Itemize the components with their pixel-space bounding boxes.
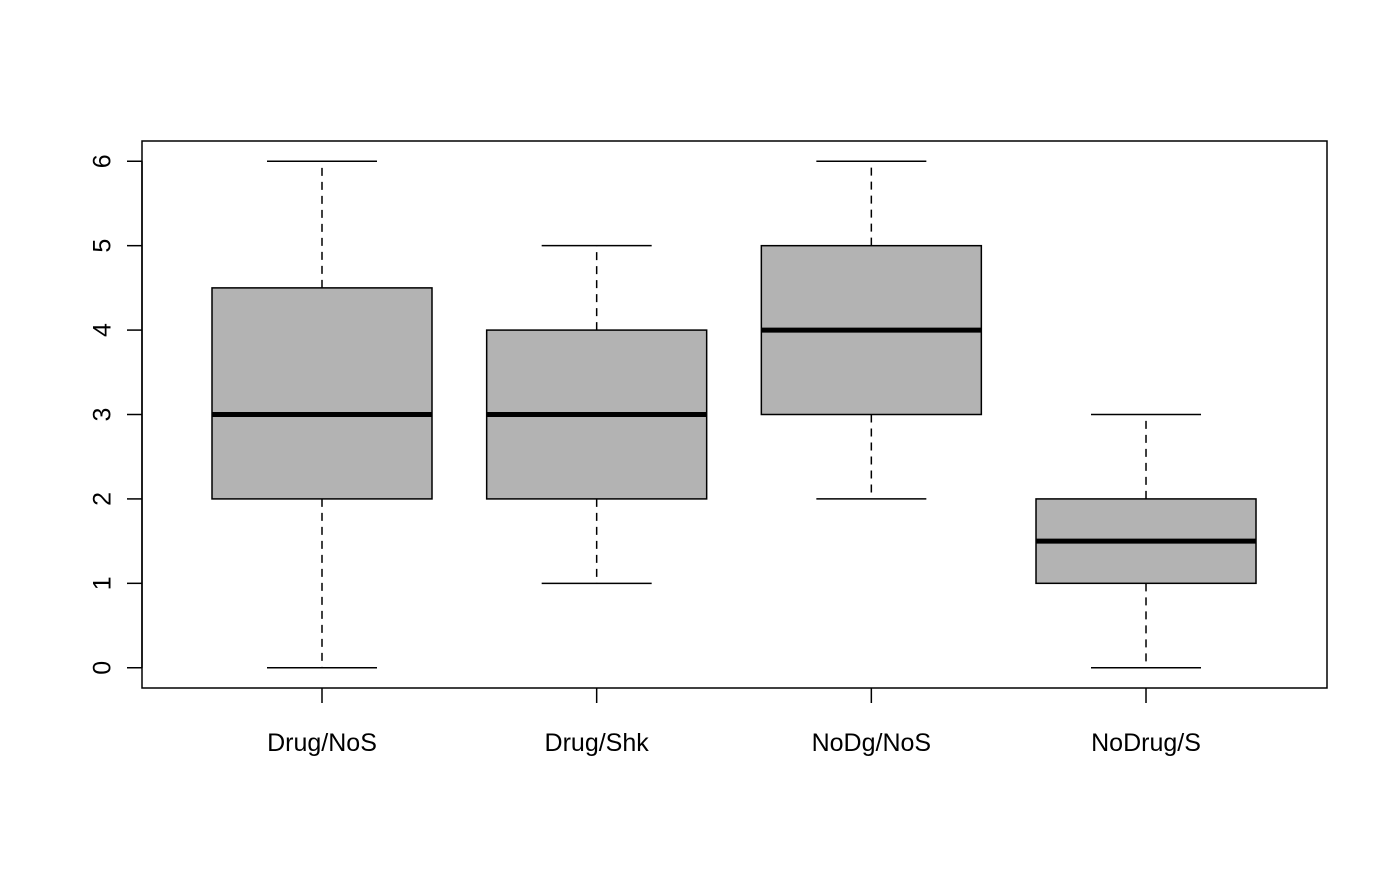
x-category-label: Drug/Shk bbox=[545, 729, 650, 757]
y-tick-label: 3 bbox=[89, 408, 117, 422]
y-tick-label: 5 bbox=[89, 239, 117, 253]
y-tick-label: 2 bbox=[89, 492, 117, 506]
box-3 bbox=[760, 160, 983, 500]
box-2 bbox=[485, 244, 708, 585]
y-tick-label: 0 bbox=[89, 661, 117, 675]
box-iqr bbox=[211, 287, 433, 500]
box-group bbox=[211, 160, 1257, 669]
y-axis: 0 1 2 3 4 5 6 bbox=[89, 154, 143, 675]
x-category-label: NoDrug/S bbox=[1091, 729, 1201, 757]
box-4 bbox=[1035, 413, 1257, 669]
x-category-label: Drug/NoS bbox=[267, 729, 377, 757]
y-tick-label: 1 bbox=[89, 576, 117, 590]
x-axis: Drug/NoS Drug/Shk NoDg/NoS NoDrug/S bbox=[267, 688, 1201, 757]
x-category-label: NoDg/NoS bbox=[812, 729, 932, 757]
y-tick-label: 4 bbox=[89, 323, 117, 337]
box-1 bbox=[211, 160, 433, 669]
y-tick-label: 6 bbox=[89, 154, 117, 168]
